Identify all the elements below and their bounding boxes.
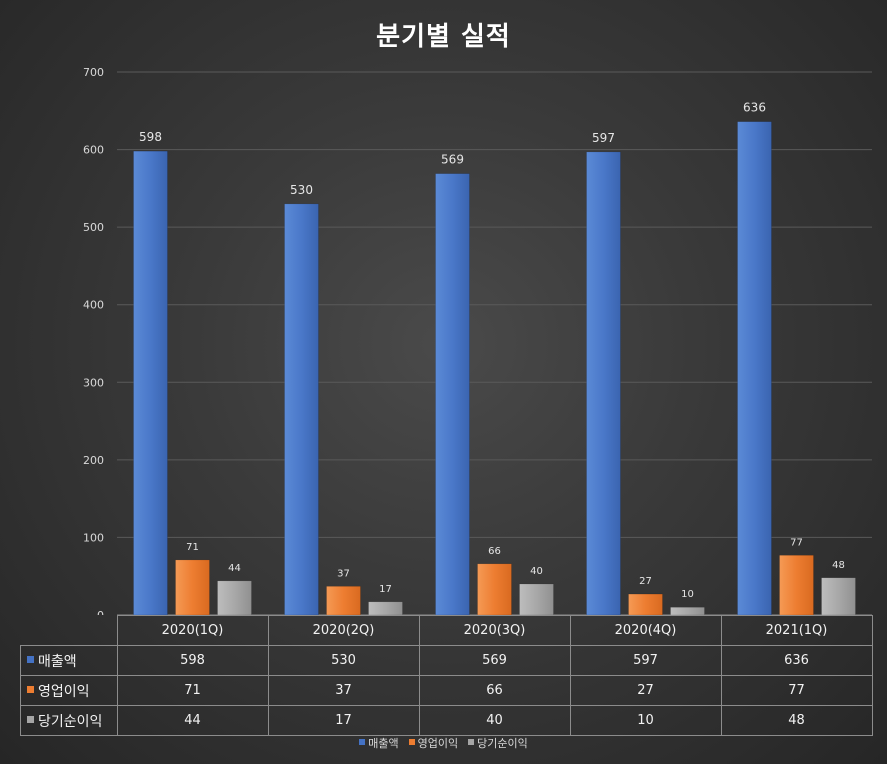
table-cell: 48: [720, 705, 873, 736]
table-cell: 597: [569, 645, 722, 676]
bar-chart-plot: 0 100 200 300 400 500 600 700 598 71 44 530 37 17 569…: [83, 66, 872, 615]
table-row: 영업이익 71 37 66 27 77: [20, 675, 873, 706]
data-label: 77: [790, 537, 803, 548]
legend-item: 당기순이익: [468, 735, 528, 751]
table-cell: 598: [116, 645, 269, 676]
bar-영업이익: [779, 555, 814, 615]
table-row: 매출액 598 530 569 597 636: [20, 645, 873, 676]
table-corner: [20, 615, 118, 646]
y-tick-label: 200: [83, 454, 104, 467]
data-table: 2020(1Q) 2020(2Q) 2020(3Q) 2020(4Q) 2021(1Q)…: [20, 615, 873, 736]
series-swatch: [27, 685, 34, 693]
bar-매출액: [586, 151, 621, 615]
bar-영업이익: [175, 559, 210, 615]
y-tick-label: 700: [83, 66, 104, 79]
bar-매출액: [435, 173, 470, 615]
table-cell: 66: [418, 675, 571, 706]
table-cell: 17: [267, 705, 420, 736]
table-category-header: 2020(4Q): [569, 615, 722, 646]
table-cell: 71: [116, 675, 269, 706]
legend-label: 영업이익: [417, 737, 459, 750]
y-tick-label: 300: [83, 376, 104, 389]
bars: [133, 121, 856, 615]
table-cell: 27: [569, 675, 722, 706]
data-label: 636: [743, 101, 766, 115]
table-category-header: 2020(1Q): [116, 615, 269, 646]
table-cell: 40: [418, 705, 571, 736]
bar-영업이익: [628, 593, 663, 615]
bar-당기순이익: [519, 583, 554, 615]
chart-title: 분기별 실적: [376, 22, 511, 52]
data-label: 530: [290, 183, 313, 197]
y-tick-label: 600: [83, 144, 104, 157]
legend-label: 당기순이익: [477, 737, 528, 750]
legend-item: 영업이익: [408, 735, 459, 751]
y-tick-label: 0: [97, 609, 104, 615]
data-label: 598: [139, 130, 162, 144]
bar-당기순이익: [217, 580, 252, 615]
series-name: 당기순이익: [38, 713, 103, 730]
series-name: 영업이익: [38, 683, 90, 700]
table-row-header: 영업이익: [20, 675, 118, 706]
y-tick-label: 100: [83, 531, 104, 544]
table-cell: 37: [267, 675, 420, 706]
data-label: 10: [681, 589, 694, 600]
legend-swatch: [408, 739, 415, 745]
table-cell: 10: [569, 705, 722, 736]
table-cell: 636: [720, 645, 873, 676]
data-label: 48: [832, 560, 845, 571]
table-category-header: 2020(2Q): [267, 615, 420, 646]
legend-swatch: [468, 739, 475, 745]
data-label: 71: [186, 542, 199, 553]
data-label: 597: [592, 131, 615, 145]
bar-매출액: [737, 121, 772, 615]
data-label: 569: [441, 153, 464, 167]
y-axis-ticks: 0 100 200 300 400 500 600 700: [83, 66, 104, 615]
table-cell: 77: [720, 675, 873, 706]
table-row: 당기순이익 44 17 40 10 48: [20, 705, 873, 736]
data-label: 37: [337, 568, 350, 579]
legend-item: 매출액: [359, 735, 399, 751]
bar-당기순이익: [670, 606, 705, 615]
data-labels: 598 71 44 530 37 17 569 66 40 597 27 10 636 77 48: [139, 101, 845, 601]
table-cell: 530: [267, 645, 420, 676]
series-name: 매출액: [38, 653, 77, 670]
bar-매출액: [133, 150, 168, 615]
legend-swatch: [359, 739, 366, 745]
y-tick-label: 500: [83, 221, 104, 234]
series-swatch: [27, 715, 34, 723]
table-row-header: 당기순이익: [20, 705, 118, 736]
data-label: 40: [530, 566, 543, 577]
data-label: 17: [379, 584, 392, 595]
table-cell: 569: [418, 645, 571, 676]
data-label: 66: [488, 546, 501, 557]
table-row-header: 매출액: [20, 645, 118, 676]
bar-매출액: [284, 203, 319, 615]
legend-label: 매출액: [368, 737, 399, 750]
bar-영업이익: [477, 563, 512, 615]
bar-당기순이익: [368, 601, 403, 615]
data-label: 44: [228, 563, 241, 574]
table-cell: 44: [116, 705, 269, 736]
series-swatch: [27, 655, 34, 663]
y-tick-label: 400: [83, 299, 104, 312]
bar-영업이익: [326, 586, 361, 615]
bar-당기순이익: [821, 577, 856, 615]
table-category-header: 2020(3Q): [418, 615, 571, 646]
legend: 매출액 영업이익 당기순이익: [0, 735, 887, 751]
table-category-header: 2021(1Q): [720, 615, 873, 646]
table-header-row: 2020(1Q) 2020(2Q) 2020(3Q) 2020(4Q) 2021(1Q): [20, 615, 873, 646]
data-label: 27: [639, 576, 652, 587]
